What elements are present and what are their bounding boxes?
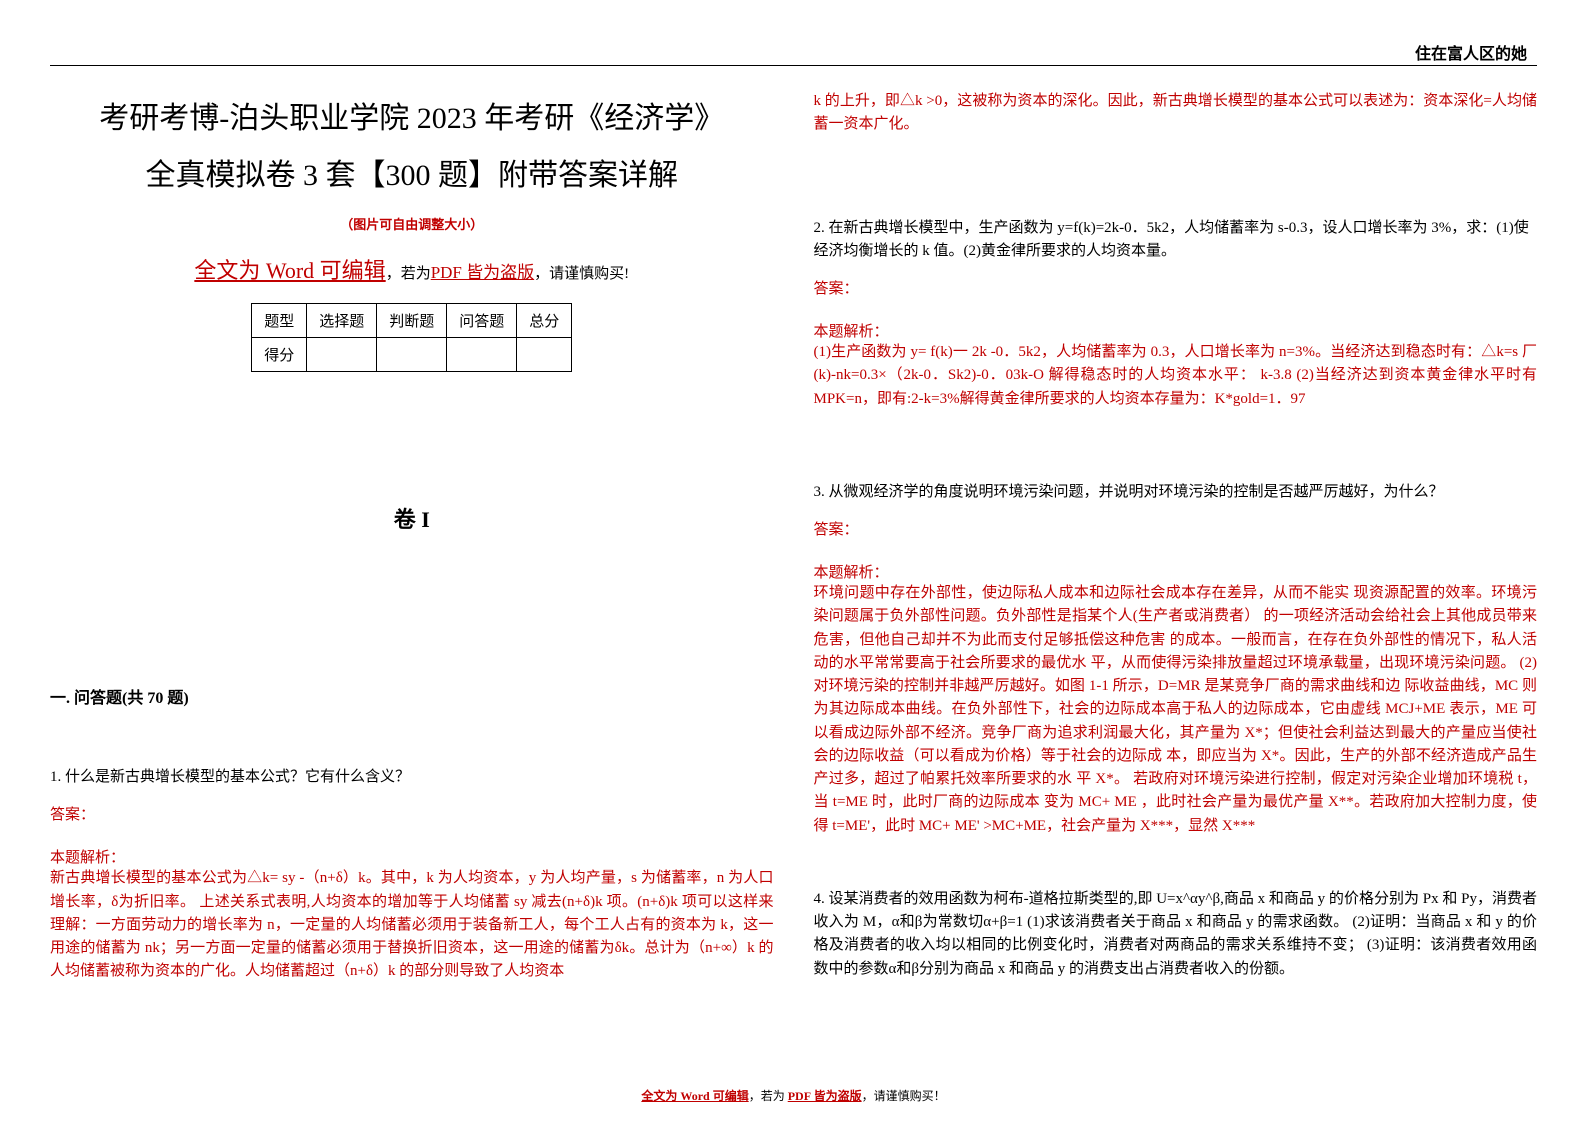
analysis-body-1: 新古典增长模型的基本公式为△k= sy -（n+δ）k。其中，k 为人均资本，y… xyxy=(50,867,774,983)
th-judge: 判断题 xyxy=(377,304,447,338)
analysis-label: 本题解析： xyxy=(814,561,1538,582)
volume-label: 卷 I xyxy=(50,502,774,534)
footer-pdf-highlight: PDF 皆为盗版 xyxy=(788,1089,862,1103)
question-3-text: 3. 从微观经济学的角度说明环境污染问题，并说明对环境污染的控制是否越严厉越好，… xyxy=(814,481,1538,504)
td-empty xyxy=(447,338,517,372)
th-qa: 问答题 xyxy=(447,304,517,338)
footer-mid: ，若为 xyxy=(749,1089,788,1103)
td-empty xyxy=(517,338,572,372)
answer-label: 答案： xyxy=(50,803,774,824)
question-1-text: 1. 什么是新古典增长模型的基本公式？它有什么含义？ xyxy=(50,766,774,789)
right-column: k 的上升，即△k >0，这被称为资本的深化。因此，新古典增长模型的基本公式可以… xyxy=(814,90,1538,1050)
analysis-label: 本题解析： xyxy=(50,846,774,867)
header-rule xyxy=(50,65,1537,66)
left-column: 考研考博-泊头职业学院 2023 年考研《经济学》 全真模拟卷 3 套【300 … xyxy=(50,90,774,1050)
word-editable-line: 全文为 Word 可编辑，若为PDF 皆为盗版，请谨慎购买! xyxy=(50,253,774,285)
td-empty xyxy=(377,338,447,372)
answer-label: 答案： xyxy=(814,518,1538,539)
doc-title: 考研考博-泊头职业学院 2023 年考研《经济学》 全真模拟卷 3 套【300 … xyxy=(50,90,774,204)
two-column-layout: 考研考博-泊头职业学院 2023 年考研《经济学》 全真模拟卷 3 套【300 … xyxy=(50,90,1537,1050)
th-total: 总分 xyxy=(517,304,572,338)
footer-word-highlight: 全文为 Word 可编辑 xyxy=(641,1089,748,1103)
score-table: 题型 选择题 判断题 问答题 总分 得分 xyxy=(251,303,572,372)
pdf-pirate-highlight: PDF 皆为盗版 xyxy=(431,263,534,282)
resize-note: （图片可自由调整大小） xyxy=(50,214,774,233)
answer-label: 答案： xyxy=(814,277,1538,298)
analysis-body-2: (1)生产函数为 y= f(k)一 2k -0．5k2，人均储蓄率为 0.3，人… xyxy=(814,341,1538,411)
question-2-text: 2. 在新古典增长模型中，生产函数为 y=f(k)=2k-0．5k2，人均储蓄率… xyxy=(814,217,1538,264)
title-line-1: 考研考博-泊头职业学院 2023 年考研《经济学》 xyxy=(99,102,724,135)
analysis-body-1-cont: k 的上升，即△k >0，这被称为资本的深化。因此，新古典增长模型的基本公式可以… xyxy=(814,90,1538,137)
td-score-label: 得分 xyxy=(252,338,307,372)
th-choice: 选择题 xyxy=(307,304,377,338)
question-4-text: 4. 设某消费者的效用函数为柯布-道格拉斯类型的,即 U=x^αy^β,商品 x… xyxy=(814,888,1538,981)
footer-suffix: ，请谨慎购买！ xyxy=(862,1089,946,1103)
analysis-label: 本题解析： xyxy=(814,320,1538,341)
analysis-body-3: 环境问题中存在外部性，使边际私人成本和边际社会成本存在差异，从而不能实 现资源配… xyxy=(814,582,1538,838)
th-type: 题型 xyxy=(252,304,307,338)
header-label: 住在富人区的她 xyxy=(1415,40,1527,64)
td-empty xyxy=(307,338,377,372)
word-suffix: ，请谨慎购买! xyxy=(534,266,629,282)
table-row: 得分 xyxy=(252,338,572,372)
section-heading: 一. 问答题(共 70 题) xyxy=(50,684,774,708)
table-row: 题型 选择题 判断题 问答题 总分 xyxy=(252,304,572,338)
title-line-2: 全真模拟卷 3 套【300 题】附带答案详解 xyxy=(146,159,679,192)
footer-note: 全文为 Word 可编辑，若为 PDF 皆为盗版，请谨慎购买！ xyxy=(0,1087,1587,1104)
word-editable-highlight: 全文为 Word 可编辑 xyxy=(194,258,385,283)
word-mid: ，若为 xyxy=(386,266,431,282)
